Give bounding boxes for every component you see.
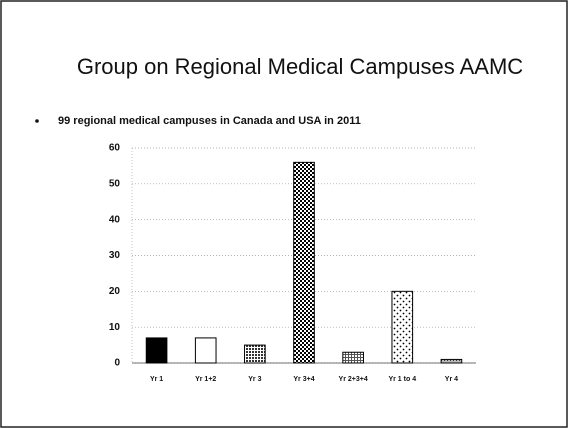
bullet	[35, 119, 39, 123]
x-tick-label: Yr 1	[150, 376, 163, 383]
x-tick-label: Yr 4	[445, 376, 458, 383]
x-tick-label: Yr 3+4	[293, 376, 314, 383]
bullet-text: 99 regional medical campuses in Canada a…	[58, 115, 361, 127]
x-tick-label: Yr 1 to 4	[388, 376, 416, 383]
bar	[391, 290, 414, 364]
x-tick-label: Yr 3	[248, 376, 261, 383]
bar	[342, 351, 364, 364]
bar	[194, 337, 217, 364]
y-tick-label: 40	[109, 214, 121, 225]
bar	[145, 337, 168, 364]
x-tick-label: Yr 2+3+4	[339, 376, 368, 383]
y-tick-label: 60	[109, 143, 121, 154]
y-tick-label: 0	[114, 358, 120, 369]
y-tick-label: 30	[109, 250, 121, 261]
y-tick-label: 50	[109, 178, 121, 189]
title: Group on Regional Medical Campuses AAMC	[77, 54, 523, 79]
bar	[440, 358, 463, 364]
bar	[293, 161, 315, 364]
y-tick-label: 20	[109, 286, 121, 297]
x-tick-label: Yr 1+2	[195, 376, 216, 383]
y-tick-label: 10	[109, 322, 121, 333]
bar-chart: 0 10 20 30 40 50 60 Yr 1 Yr 1+2 Yr 3 Yr 3+4 Yr 2+3+…	[109, 143, 476, 383]
bar	[244, 344, 266, 364]
